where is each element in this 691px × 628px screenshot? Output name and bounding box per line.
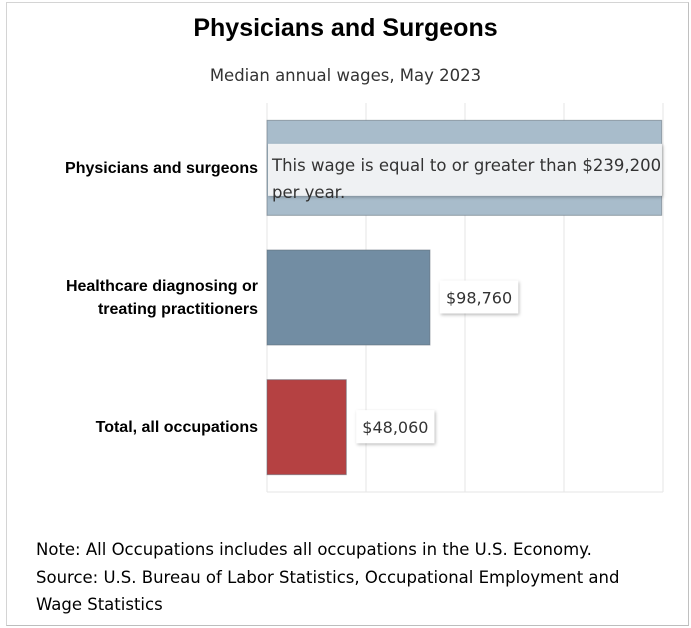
- data-label-text: $98,760: [446, 289, 512, 308]
- chart-frame: [6, 2, 689, 626]
- category-label: treating practitioners: [98, 301, 258, 318]
- category-label: Healthcare diagnosing or: [66, 278, 258, 295]
- tooltip-text: This wage is equal to or greater than $2…: [271, 156, 661, 175]
- tooltip: This wage is equal to or greater than $2…: [268, 143, 662, 202]
- chart-subtitle: Median annual wages, May 2023: [209, 66, 482, 85]
- bar[interactable]: [266, 249, 431, 346]
- chart-notes: Note: All Occupations includes all occup…: [36, 536, 666, 619]
- chart-title: Physicians and Surgeons: [193, 14, 498, 42]
- data-label-text: $48,060: [362, 418, 428, 437]
- note-text: Note: All Occupations includes all occup…: [36, 540, 592, 559]
- data-label: $98,760: [439, 280, 519, 314]
- data-label-box: [439, 280, 519, 314]
- data-label-box: [356, 410, 435, 444]
- category-label: Physicians and surgeons: [65, 160, 258, 177]
- bar[interactable]: [266, 379, 347, 476]
- tooltip-box: [268, 143, 662, 196]
- category-label: Total, all occupations: [96, 419, 258, 436]
- tooltip-text: per year.: [272, 183, 345, 202]
- source-text: Source: U.S. Bureau of Labor Statistics,…: [36, 567, 620, 615]
- data-label: $48,060: [356, 410, 435, 444]
